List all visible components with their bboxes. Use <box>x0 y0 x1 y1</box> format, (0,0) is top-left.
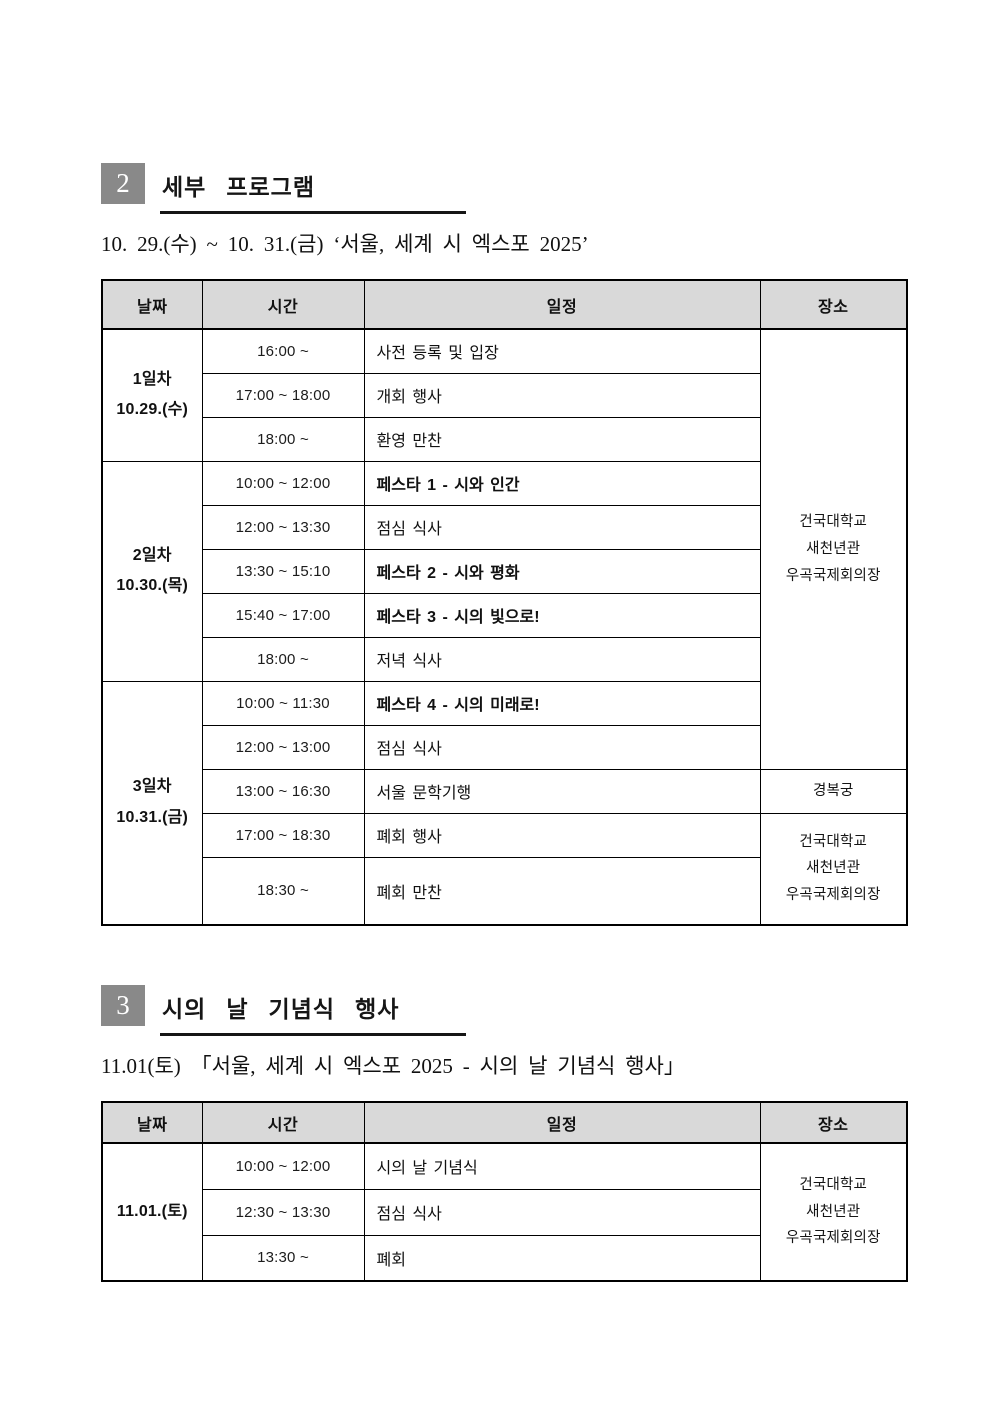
table-row: 1일차 10.29.(수) 16:00 ~ 사전 등록 및 입장 건국대학교 새… <box>101 328 908 770</box>
place-cell-main: 건국대학교 새천년관 우곡국제회의장 <box>759 1142 908 1282</box>
section2-title: 세부 프로그램 <box>162 174 316 200</box>
time-cell: 12:00 ~ 13:00 <box>201 724 365 770</box>
date-cell-day2: 2일차 10.30.(목) <box>101 460 203 682</box>
time-cell: 18:30 ~ <box>201 856 365 926</box>
table-row: 18:00 ~ 환영 만찬 <box>102 416 907 462</box>
event-cell: 점심 식사 <box>363 724 761 770</box>
header-place: 장소 <box>759 1101 908 1144</box>
table-row: 13:30 ~ 15:10 페스타 2 - 시와 평화 <box>102 548 907 594</box>
event-cell: 폐회 <box>363 1234 761 1282</box>
time-cell: 13:00 ~ 16:30 <box>201 768 365 814</box>
table-row: 11.01.(토) 10:00 ~ 12:00 시의 날 기념식 건국대학교 새… <box>101 1142 908 1282</box>
event-cell: 폐회 만찬 <box>363 856 761 926</box>
time-cell: 18:00 ~ <box>201 416 365 462</box>
header-time: 시간 <box>201 1101 365 1144</box>
table-row: 13:00 ~ 16:30 서울 문학기행 경복궁 <box>102 768 908 814</box>
section3-subtitle: 11.01(토) 「서울, 세계 시 엑스포 2025 - 시의 날 기념식 행… <box>101 1054 685 1078</box>
document-page: 2 세부 프로그램 10. 29.(수) ~ 10. 31.(금) ‘서울, 세… <box>101 163 908 1282</box>
time-cell: 12:00 ~ 13:30 <box>201 504 365 550</box>
date-cell: 11.01.(토) <box>101 1142 203 1282</box>
section2-heading: 2 세부 프로그램 <box>101 163 906 214</box>
section3-title: 시의 날 기념식 행사 <box>162 996 400 1022</box>
event-cell: 페스타 3 - 시의 빛으로! <box>363 592 761 638</box>
place-cell-closing: 건국대학교 새천년관 우곡국제회의장 <box>759 812 908 926</box>
table-row: 12:30 ~ 13:30 점심 식사 <box>102 1188 907 1236</box>
table-row: 17:00 ~ 18:00 개회 행사 <box>102 372 907 418</box>
time-cell: 10:00 ~ 11:30 <box>201 680 365 726</box>
header-event: 일정 <box>363 1101 761 1144</box>
section3-title-underline: 시의 날 기념식 행사 <box>160 985 466 1036</box>
section3-heading: 3 시의 날 기념식 행사 <box>101 985 906 1036</box>
table-row: 15:40 ~ 17:00 페스타 3 - 시의 빛으로! <box>102 592 907 638</box>
section2-title-underline: 세부 프로그램 <box>160 163 466 214</box>
event-cell: 페스타 1 - 시와 인간 <box>363 460 761 506</box>
time-cell: 12:30 ~ 13:30 <box>201 1188 365 1236</box>
event-cell: 시의 날 기념식 <box>363 1142 761 1190</box>
table-row: 13:30 ~ 폐회 <box>102 1234 907 1282</box>
date-cell-day1: 1일차 10.29.(수) <box>101 328 203 462</box>
date-cell-day3: 3일차 10.31.(금) <box>101 680 203 926</box>
ceremony-schedule-table: 날짜 시간 일정 장소 11.01.(토) 10:00 ~ 12:00 시의 날… <box>101 1101 908 1282</box>
program-schedule-table: 날짜 시간 일정 장소 1일차 10.29.(수) 16:00 ~ 사전 등록 … <box>101 279 908 926</box>
event-cell: 페스타 2 - 시와 평화 <box>363 548 761 594</box>
header-date: 날짜 <box>101 279 203 330</box>
section-detailed-program: 2 세부 프로그램 10. 29.(수) ~ 10. 31.(금) ‘서울, 세… <box>101 163 908 926</box>
table-header-row: 날짜 시간 일정 장소 <box>101 279 908 330</box>
header-place: 장소 <box>759 279 908 330</box>
header-date: 날짜 <box>101 1101 203 1144</box>
event-cell: 저녁 식사 <box>363 636 761 682</box>
event-cell: 사전 등록 및 입장 <box>363 328 761 374</box>
time-cell: 13:30 ~ 15:10 <box>201 548 365 594</box>
table-row: 12:00 ~ 13:30 점심 식사 <box>102 504 907 550</box>
time-cell: 10:00 ~ 12:00 <box>201 1142 365 1190</box>
table-row: 2일차 10.30.(목) 10:00 ~ 12:00 페스타 1 - 시와 인… <box>101 460 907 682</box>
time-cell: 15:40 ~ 17:00 <box>201 592 365 638</box>
section3-number-badge: 3 <box>101 985 145 1026</box>
place-cell-palace: 경복궁 <box>759 768 908 814</box>
header-time: 시간 <box>201 279 365 330</box>
time-cell: 16:00 ~ <box>201 328 365 374</box>
table-row: 12:00 ~ 13:00 점심 식사 <box>102 724 907 770</box>
place-cell-main: 건국대학교 새천년관 우곡국제회의장 <box>759 328 908 770</box>
time-cell: 10:00 ~ 12:00 <box>201 460 365 506</box>
event-cell: 개회 행사 <box>363 372 761 418</box>
event-cell: 폐회 행사 <box>363 812 761 858</box>
event-cell: 점심 식사 <box>363 1188 761 1236</box>
table-row: 3일차 10.31.(금) 10:00 ~ 11:30 페스타 4 - 시의 미… <box>101 680 907 926</box>
event-cell: 환영 만찬 <box>363 416 761 462</box>
header-event: 일정 <box>363 279 761 330</box>
time-cell: 18:00 ~ <box>201 636 365 682</box>
time-cell: 13:30 ~ <box>201 1234 365 1282</box>
section-poetry-day-ceremony: 3 시의 날 기념식 행사 11.01(토) 「서울, 세계 시 엑스포 202… <box>101 985 908 1282</box>
section2-number-badge: 2 <box>101 163 145 204</box>
table-row: 18:30 ~ 폐회 만찬 <box>102 856 907 926</box>
event-cell: 페스타 4 - 시의 미래로! <box>363 680 761 726</box>
table-row: 17:00 ~ 18:30 폐회 행사 건국대학교 새천년관 우곡국제회의장 <box>102 812 908 926</box>
event-cell: 점심 식사 <box>363 504 761 550</box>
table-header-row: 날짜 시간 일정 장소 <box>101 1101 908 1144</box>
time-cell: 17:00 ~ 18:00 <box>201 372 365 418</box>
section2-subtitle: 10. 29.(수) ~ 10. 31.(금) ‘서울, 세계 시 엑스포 20… <box>101 232 589 256</box>
event-cell: 서울 문학기행 <box>363 768 761 814</box>
time-cell: 17:00 ~ 18:30 <box>201 812 365 858</box>
